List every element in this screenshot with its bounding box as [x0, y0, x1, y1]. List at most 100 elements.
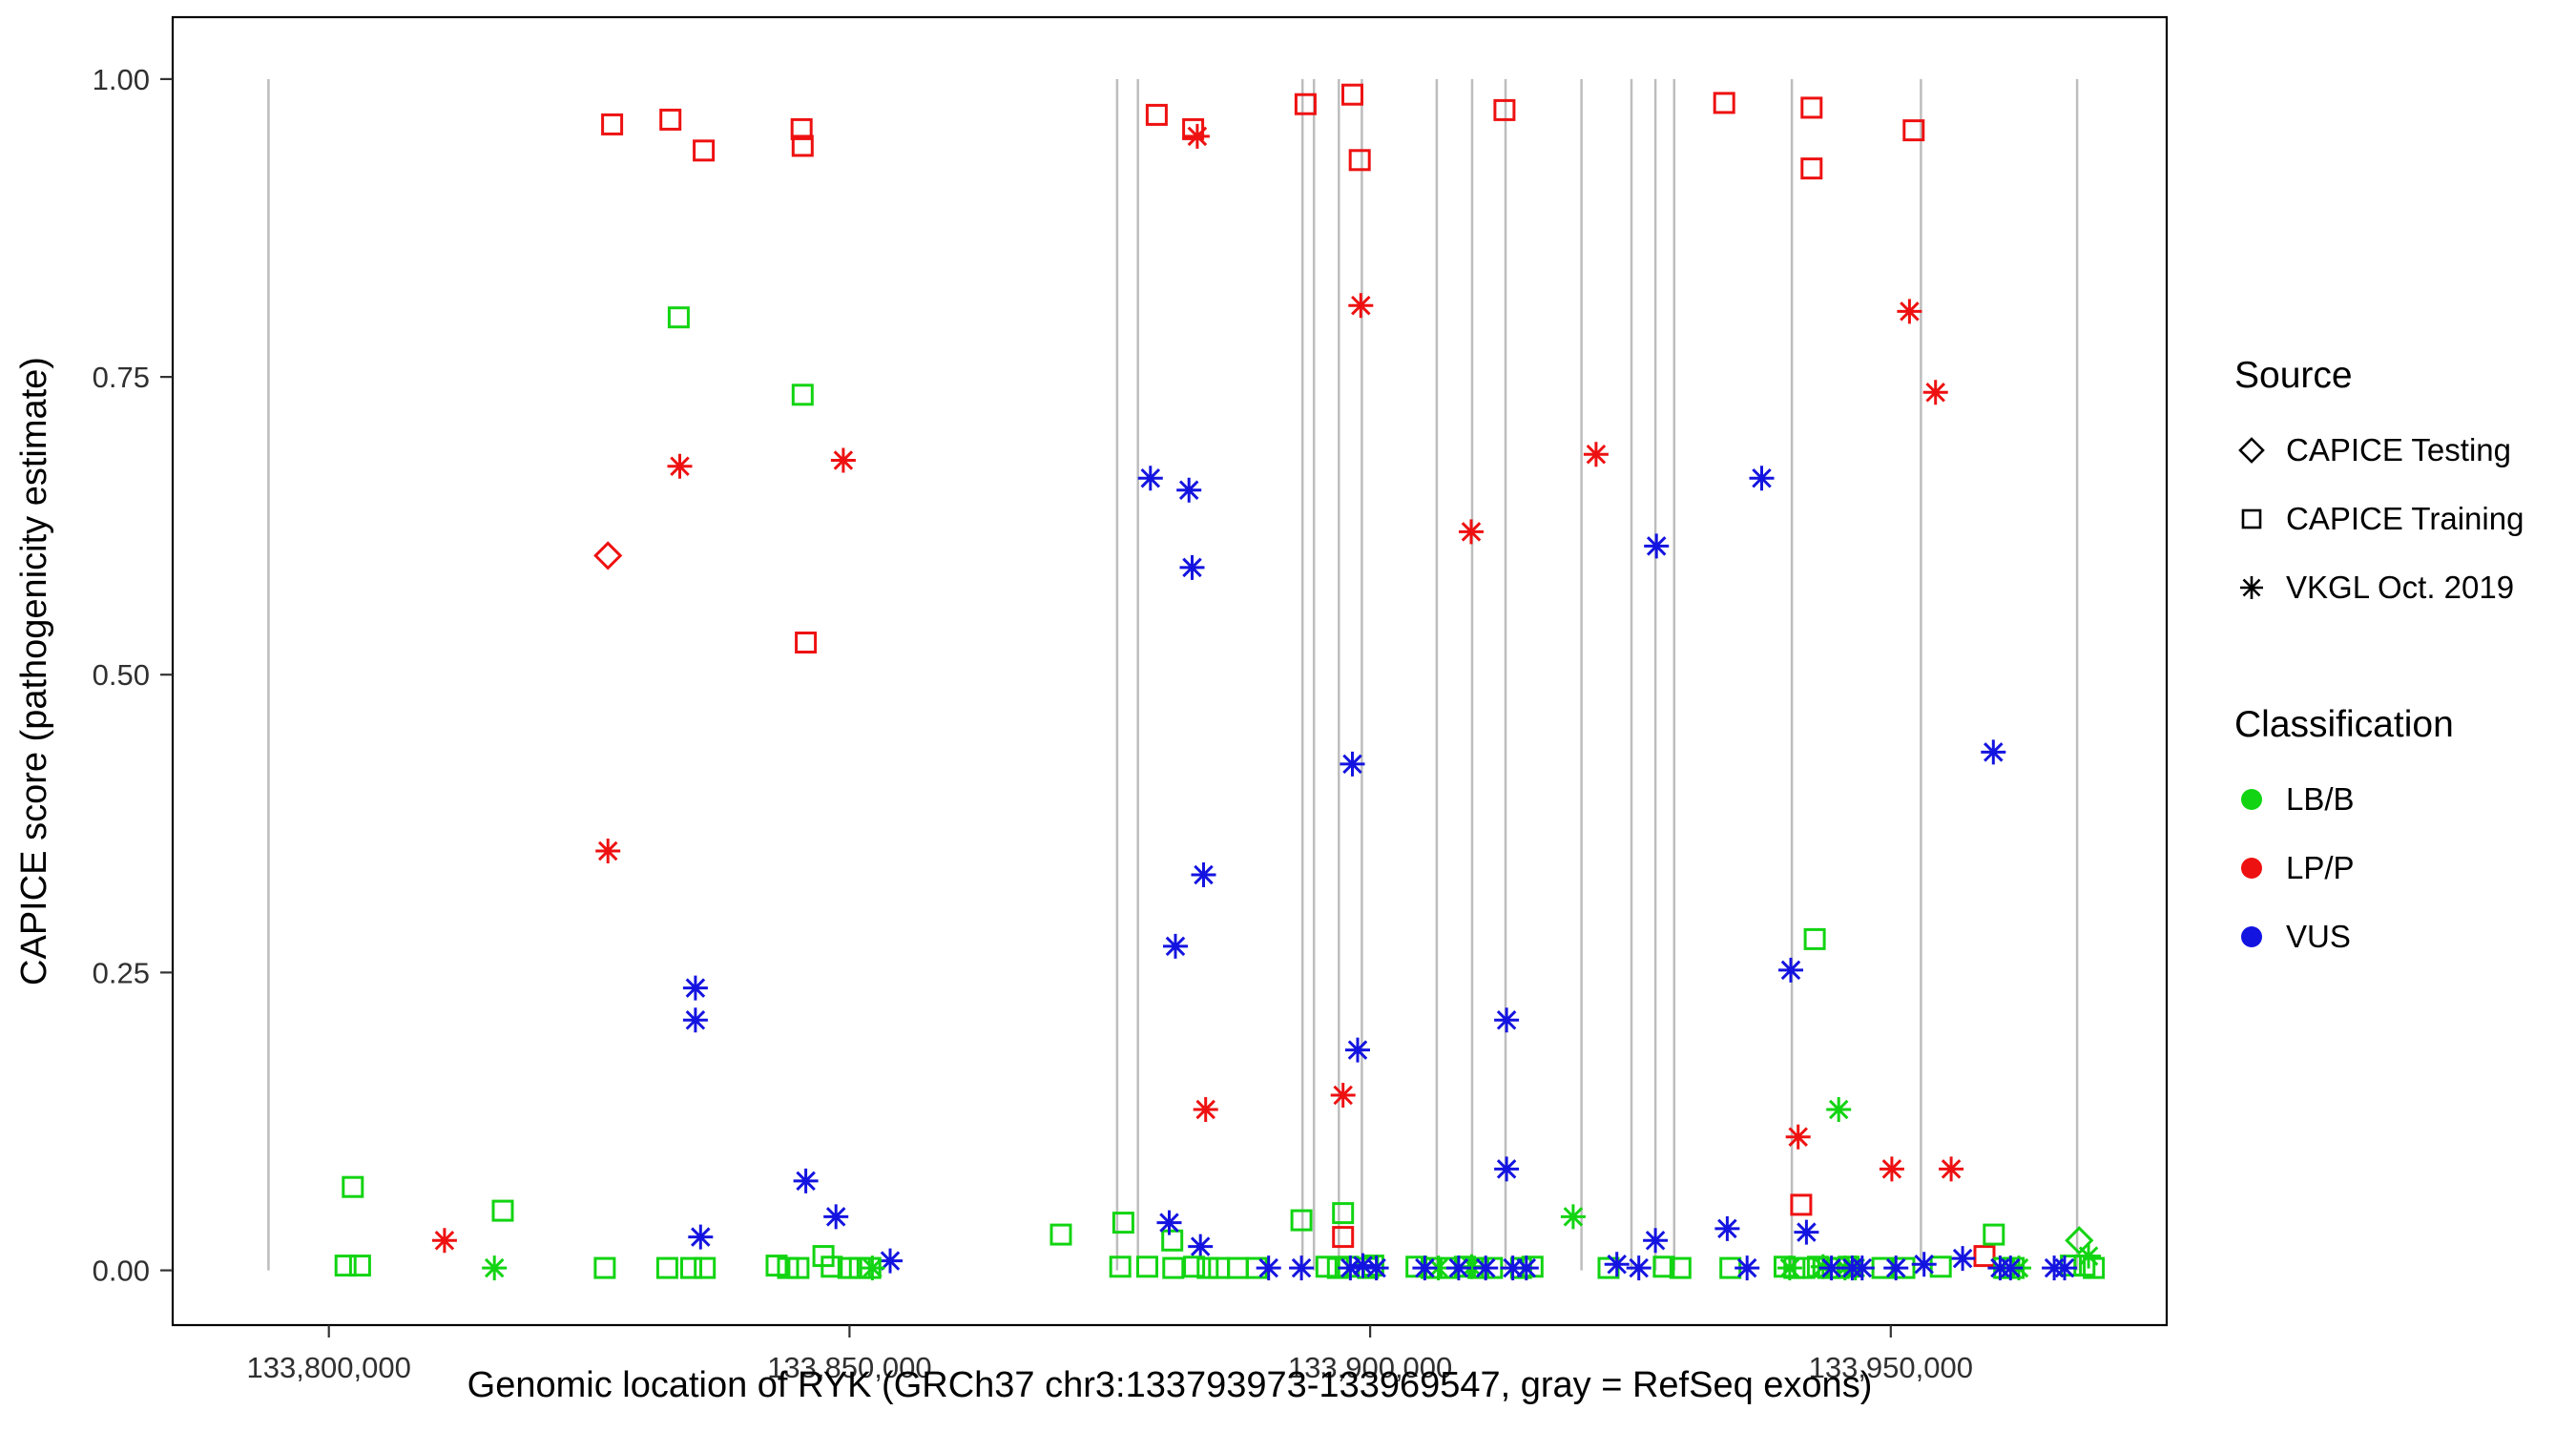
data-point-vkgl-lbb: [860, 1255, 885, 1281]
data-point-training-lbb: [334, 1255, 357, 1277]
data-point-vkgl-lpp: [431, 1228, 457, 1254]
data-point-vkgl-vus: [1179, 554, 1205, 580]
x-tick-label: 133,900,000: [1288, 1351, 1452, 1384]
data-point-training-lpp: [790, 117, 813, 140]
legend-group-source: Source CAPICE Testing CAPICE Training VK…: [2234, 355, 2524, 622]
data-point-vkgl-lbb: [1425, 1255, 1451, 1281]
blue-dot-icon: [2241, 926, 2262, 947]
data-point-vkgl-vus: [1289, 1255, 1315, 1281]
data-point-vkgl-vus: [793, 1168, 819, 1193]
data-point-vkgl-lpp: [830, 447, 856, 473]
data-point-vkgl-vus: [1176, 477, 1202, 503]
data-point-vkgl-vus: [1256, 1255, 1281, 1281]
diamond-icon: [2238, 437, 2265, 464]
data-point-vkgl-lpp: [595, 839, 621, 863]
data-point-vkgl-vus: [1350, 1253, 1376, 1278]
data-point-vkgl-vus: [1137, 466, 1163, 491]
data-point-training-lbb: [593, 1256, 616, 1279]
data-point-training-lpp: [1800, 157, 1823, 180]
data-point-training-lbb: [1290, 1209, 1313, 1232]
data-point-vkgl-vus: [1412, 1255, 1438, 1281]
legend-label: CAPICE Testing: [2286, 432, 2511, 467]
data-point-vkgl-lbb: [482, 1255, 508, 1281]
data-point-vkgl-lbb: [1459, 1254, 1485, 1279]
data-point-vkgl-vus: [2052, 1255, 2077, 1281]
data-point-vkgl-lpp: [1583, 442, 1609, 467]
data-point-training-lpp: [1332, 1226, 1355, 1249]
data-point-training-lbb: [1049, 1223, 1072, 1246]
data-point-training-lpp: [1145, 103, 1168, 126]
y-tick-label: 0.50: [93, 658, 150, 692]
data-point-vkgl-lpp: [1193, 1097, 1218, 1122]
x-tick-label: 133,800,000: [246, 1351, 410, 1384]
data-point-vkgl-vus: [1849, 1255, 1875, 1281]
x-tick-label: 133,950,000: [1809, 1351, 1973, 1384]
data-point-training-lpp: [1790, 1193, 1813, 1216]
data-point-vkgl-vus: [1981, 739, 2006, 765]
x-axis-title: Genomic location of RYK (GRCh37 chr3:133…: [467, 1365, 1873, 1405]
data-point-vkgl-vus: [682, 1007, 708, 1033]
data-point-vkgl-vus: [1794, 1219, 1819, 1245]
data-point-vkgl-vus: [1494, 1156, 1520, 1182]
data-point-training-lbb: [667, 306, 690, 329]
data-point-training-lbb: [787, 1256, 810, 1279]
data-point-training-lbb: [1669, 1256, 1692, 1279]
data-point-vkgl-vus: [1163, 933, 1188, 959]
data-point-vkgl-vus: [682, 975, 708, 1001]
x-tick-label: 133,850,000: [767, 1351, 931, 1384]
data-point-vkgl-vus: [1626, 1255, 1652, 1281]
y-tick-label: 1.00: [93, 63, 150, 96]
data-point-training-lpp: [1348, 149, 1371, 172]
y-axis-title: CAPICE score (pathogenicity estimate): [14, 357, 54, 985]
data-point-vkgl-lpp: [1184, 123, 1210, 149]
data-point-vkgl-vus: [1345, 1037, 1370, 1063]
legend-label: LB/B: [2286, 781, 2355, 817]
data-point-vkgl-vus: [1778, 957, 1803, 983]
data-point-vkgl-vus: [1883, 1255, 1909, 1281]
data-point-training-lpp: [601, 113, 624, 135]
data-point-vkgl-vus: [1950, 1246, 1976, 1272]
data-point-vkgl-vus: [1818, 1255, 1844, 1281]
data-point-vkgl-lbb: [1776, 1255, 1802, 1281]
data-point-training-lpp: [1902, 119, 1925, 142]
data-point-training-lbb: [1652, 1255, 1675, 1278]
data-point-vkgl-vus: [1363, 1255, 1389, 1281]
data-point-training-lpp: [1341, 83, 1363, 106]
asterisk-icon: [2240, 576, 2263, 599]
data-point-training-lbb: [837, 1256, 860, 1279]
data-point-vkgl-lpp: [1897, 299, 1922, 324]
data-point-training-lbb: [1332, 1202, 1355, 1225]
data-point-vkgl-vus: [1338, 1255, 1363, 1281]
data-point-training-lpp: [795, 632, 818, 653]
data-point-training-lbb: [1983, 1223, 2005, 1246]
data-point-vkgl-lbb: [1560, 1204, 1586, 1230]
data-point-training-lbb: [491, 1199, 514, 1222]
data-point-training-lbb: [348, 1255, 371, 1277]
data-point-training-lbb: [1208, 1256, 1231, 1279]
data-point-vkgl-vus: [1604, 1252, 1630, 1277]
data-point-training-lpp: [1294, 93, 1317, 115]
legend-item-lbb: LB/B: [2234, 765, 2524, 834]
data-point-testing-lbb: [2065, 1226, 2094, 1255]
data-point-training-lbb: [1183, 1255, 1206, 1278]
data-point-training-lbb: [1109, 1255, 1132, 1278]
data-point-vkgl-lbb: [2076, 1243, 2102, 1269]
data-point-vkgl-vus: [1191, 862, 1216, 887]
legend-label: LP/P: [2286, 850, 2355, 885]
data-point-training-lbb: [1227, 1256, 1249, 1279]
legend-item-capice-training: CAPICE Training: [2234, 485, 2524, 553]
legend-label: VUS: [2286, 919, 2351, 954]
data-point-vkgl-vus: [823, 1204, 849, 1230]
data-point-vkgl-vus: [1156, 1210, 1182, 1235]
data-point-vkgl-vus: [1500, 1255, 1526, 1281]
data-point-vkgl-lpp: [1330, 1083, 1356, 1108]
data-point-training-lbb: [821, 1255, 843, 1278]
data-point-training-lpp: [1973, 1245, 1996, 1268]
y-tick-label: 0.00: [93, 1255, 150, 1288]
data-point-training-lpp: [659, 108, 682, 131]
data-point-vkgl-vus: [1714, 1215, 1740, 1241]
data-point-training-lbb: [342, 1175, 364, 1198]
data-point-training-lbb: [1162, 1256, 1185, 1279]
data-point-vkgl-lpp: [1348, 293, 1374, 319]
